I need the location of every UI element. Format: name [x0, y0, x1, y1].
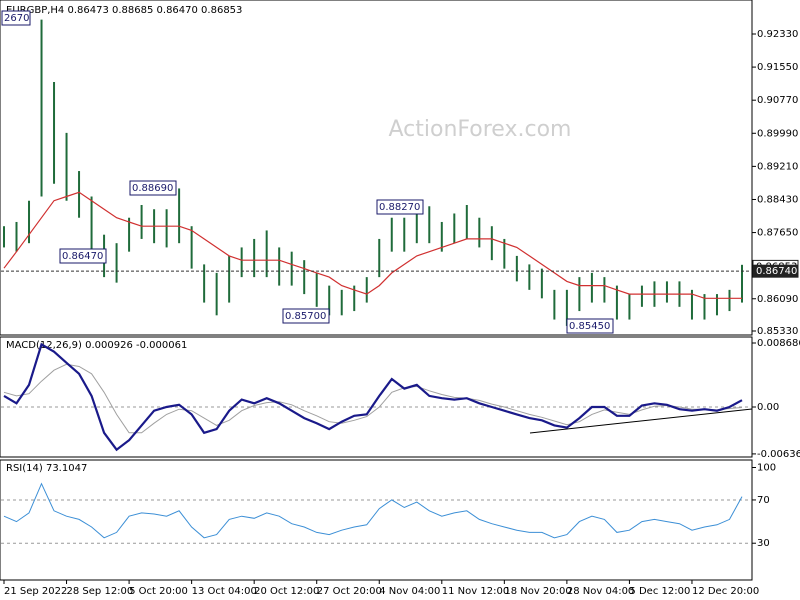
annotation-box [129, 180, 177, 196]
y-tick-label: 0.88430 [757, 194, 798, 205]
y-tick-label: 0.89210 [757, 161, 798, 172]
price-frame [0, 0, 753, 336]
annotation: 2670 [4, 13, 29, 24]
x-tick-label: 28 Nov 04:00 [567, 586, 634, 597]
y-tick-label: 0.89990 [757, 128, 798, 139]
rsi-title: RSI(14) 73.1047 [6, 463, 87, 474]
price-label-box [752, 264, 799, 278]
x-tick-label: 28 Sep 12:00 [67, 586, 134, 597]
y-tick-label: 0.92330 [757, 29, 798, 40]
annotation: 0.88690 [132, 183, 173, 194]
annotation-box [1, 10, 31, 26]
annotation-box [59, 248, 107, 264]
trendline [529, 408, 753, 434]
x-tick-label: 27 Oct 20:00 [317, 586, 382, 597]
rsi-frame [0, 459, 753, 581]
macd-frame [0, 336, 753, 458]
y-tick-label: 0.008686 [757, 338, 800, 349]
y-tick-label: 100 [757, 462, 776, 473]
y-tick-label: 0.85330 [757, 326, 798, 337]
y-tick-label: 30 [757, 538, 770, 549]
x-tick-label: 11 Nov 12:00 [442, 586, 509, 597]
indicator-line [3, 342, 743, 452]
x-tick-label: 12 Dec 20:00 [692, 586, 759, 597]
x-tick-label: 5 Dec 12:00 [629, 586, 690, 597]
annotation-box [282, 308, 330, 324]
annotation: 0.88270 [379, 202, 420, 213]
y-tick-label: -0.006366 [757, 449, 800, 460]
macd-title: MACD(12,26,9) 0.000926 -0.000061 [6, 340, 187, 351]
moving-average [3, 191, 742, 299]
y-tick-label: 0.86090 [757, 294, 798, 305]
x-tick-label: 18 Nov 20:00 [504, 586, 571, 597]
chart-title: EURGBP,H4 0.86473 0.88685 0.86470 0.8685… [6, 5, 242, 16]
annotation-box [566, 318, 614, 334]
x-tick-label: 21 Sep 2022 [4, 586, 67, 597]
annotation: 0.85700 [285, 311, 326, 322]
x-tick-label: 13 Oct 04:00 [192, 586, 257, 597]
annotation-box [376, 199, 424, 215]
y-tick-label: 0.90770 [757, 95, 798, 106]
y-tick-label: 0.91550 [757, 62, 798, 73]
indicator-line [3, 482, 743, 539]
x-tick-label: 20 Oct 12:00 [254, 586, 319, 597]
indicator-line [3, 363, 743, 434]
annotation: 0.85450 [569, 321, 610, 332]
y-tick-label: 0.00 [757, 402, 779, 413]
y-tick-label: 0.87650 [757, 228, 798, 239]
watermark: ActionForex.com [389, 117, 572, 142]
x-tick-label: 5 Oct 20:00 [129, 586, 188, 597]
x-tick-label: 4 Nov 04:00 [379, 586, 440, 597]
price-label: 0.86740 [756, 266, 797, 277]
annotation: 0.86470 [62, 251, 103, 262]
y-tick-label: 70 [757, 495, 770, 506]
